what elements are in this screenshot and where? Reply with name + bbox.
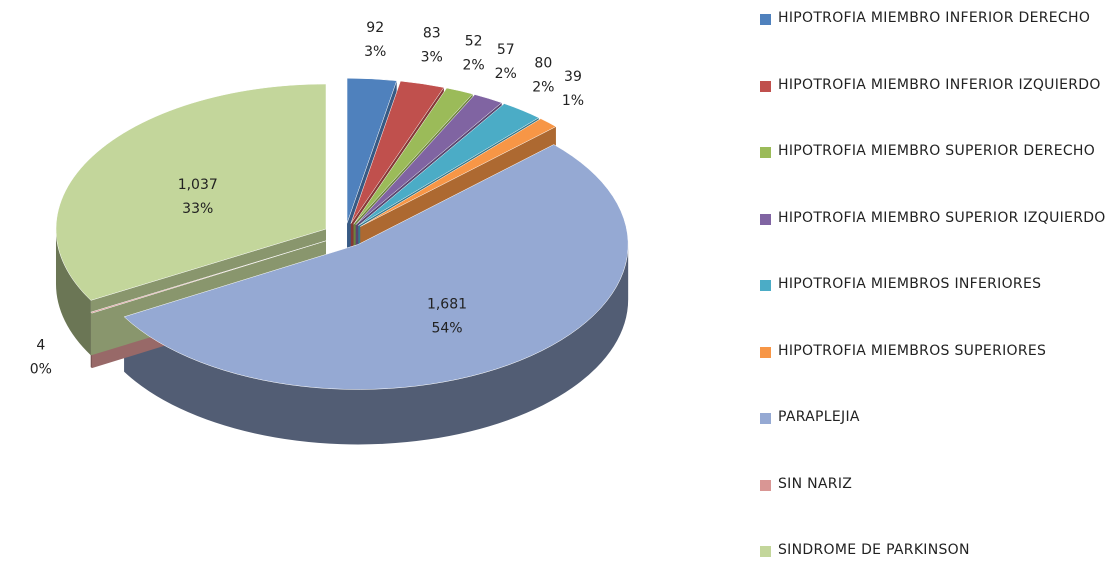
slice-outer-wall <box>55 229 91 356</box>
data-label: 1,681 <box>427 296 467 312</box>
data-label-percent: 2% <box>532 79 554 95</box>
legend-swatch <box>760 14 771 25</box>
legend-swatch <box>760 546 771 557</box>
chart: 92 3% 83 3% 52 2% 57 2% 80 2% 39 1% 1,681 54% 4 0% 1,037… <box>30 20 629 445</box>
legend-item: HIPOTROFIA MIEMBRO INFERIOR DERECHO <box>760 6 1110 31</box>
legend-label: HIPOTROFIA MIEMBRO SUPERIOR IZQUIERDO <box>778 209 1106 226</box>
legend-item: SIN NARIZ <box>760 472 1110 497</box>
slice <box>355 94 503 225</box>
data-label: 92 <box>366 20 384 36</box>
legend-label: PARAPLEJIA <box>778 409 860 425</box>
legend-item: SINDROME DE PARKINSON <box>760 538 1110 561</box>
legend-label: HIPOTROFIA MIEMBRO INFERIOR DERECHO <box>778 10 1091 26</box>
legend-label: SIN NARIZ <box>778 475 853 492</box>
legend-swatch <box>760 413 771 424</box>
legend-swatch <box>760 213 771 225</box>
slice <box>123 144 629 390</box>
legend-label: HIPOTROFIA MIEMBRO INFERIOR IZQUIERDO <box>778 76 1101 93</box>
data-label-percent: 2% <box>495 66 517 82</box>
legend-swatch <box>760 147 771 158</box>
data-label: 4 <box>36 338 45 354</box>
legend-swatch <box>760 80 771 92</box>
slice-outer-wall <box>124 244 629 445</box>
data-label: 57 <box>497 42 515 58</box>
legend-item: HIPOTROFIA MIEMBROS SUPERIORES <box>760 339 1110 364</box>
slice <box>55 83 327 301</box>
slice <box>90 240 326 314</box>
slice <box>346 77 398 224</box>
legend-label: HIPOTROFIA MIEMBROS SUPERIORES <box>778 342 1047 359</box>
data-label: 39 <box>564 69 582 85</box>
legend-swatch <box>760 280 771 291</box>
legend-item: PARAPLEJIA <box>760 405 1110 430</box>
data-label: 83 <box>423 26 441 42</box>
legend-label: SINDROME DE PARKINSON <box>778 542 970 558</box>
legend-item: HIPOTROFIA MIEMBRO SUPERIOR IZQUIERDO <box>760 206 1110 231</box>
data-label: 52 <box>465 33 483 49</box>
slice <box>358 103 540 226</box>
legend-item: HIPOTROFIA MIEMBRO SUPERIOR DERECHO <box>760 139 1110 164</box>
data-label-percent: 33% <box>182 201 213 217</box>
slice <box>353 87 474 225</box>
data-label-percent: 3% <box>421 50 443 66</box>
data-label-percent: 2% <box>463 57 485 73</box>
data-label: 1,037 <box>178 177 218 193</box>
legend-label: HIPOTROFIA MIEMBROS INFERIORES <box>778 276 1042 292</box>
data-label-percent: 1% <box>562 93 584 109</box>
data-label-percent: 3% <box>364 44 386 60</box>
legend-item: HIPOTROFIA MIEMBROS INFERIORES <box>760 272 1110 297</box>
slice-tops <box>55 77 629 390</box>
data-label-percent: 0% <box>30 362 52 378</box>
legend-swatch <box>760 346 771 358</box>
slice <box>350 80 445 224</box>
slice <box>360 118 557 227</box>
legend-item: HIPOTROFIA MIEMBRO INFERIOR IZQUIERDO <box>760 73 1110 98</box>
legend-label: HIPOTROFIA MIEMBRO SUPERIOR DERECHO <box>778 143 1096 159</box>
legend-swatch <box>760 479 771 491</box>
data-label: 80 <box>534 55 552 71</box>
data-label-percent: 54% <box>431 320 462 336</box>
